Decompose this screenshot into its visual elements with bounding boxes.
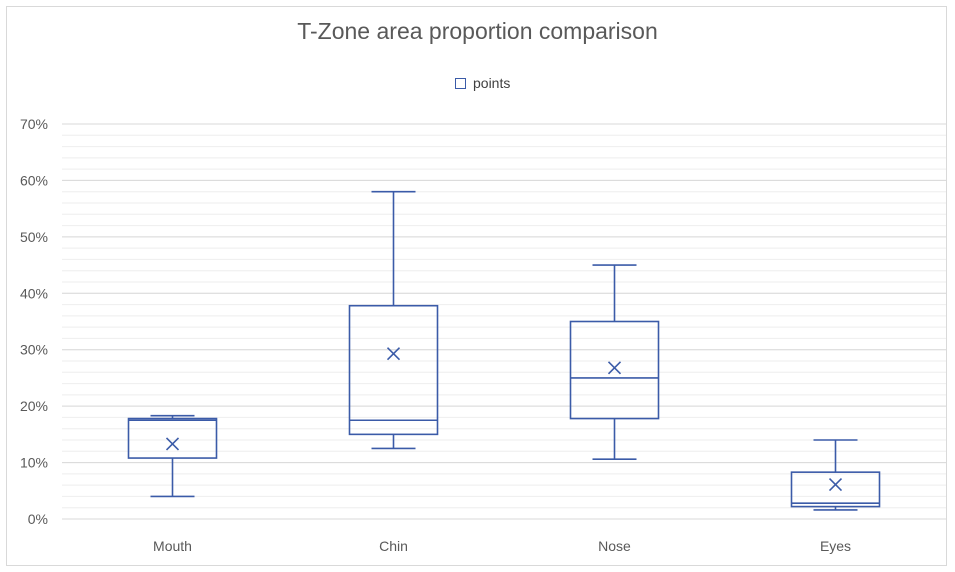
- y-tick-label: 50%: [20, 229, 48, 245]
- y-tick-label: 20%: [20, 398, 48, 414]
- chart-frame: [6, 6, 947, 566]
- y-tick-label: 40%: [20, 285, 48, 301]
- y-tick-label: 70%: [20, 116, 48, 132]
- y-tick-label: 10%: [20, 455, 48, 471]
- mean-marker: [386, 347, 401, 361]
- box-iqr: [790, 471, 881, 508]
- x-tick-label: Chin: [379, 538, 408, 554]
- y-tick-label: 60%: [20, 172, 48, 188]
- x-tick-label: Nose: [598, 538, 631, 554]
- y-tick-label: 30%: [20, 342, 48, 358]
- legend: points: [455, 73, 510, 93]
- x-tick-label: Eyes: [820, 538, 851, 554]
- mean-marker: [165, 437, 180, 451]
- chart-title: T-Zone area proportion comparison: [297, 18, 658, 44]
- box-iqr: [569, 320, 660, 420]
- legend-label: points: [473, 75, 511, 91]
- y-tick-label: 0%: [28, 511, 48, 527]
- legend-swatch: [455, 77, 466, 89]
- box-iqr: [348, 304, 439, 436]
- mean-marker: [828, 478, 843, 492]
- box-iqr: [127, 417, 218, 459]
- x-tick-label: Mouth: [153, 538, 192, 554]
- mean-marker: [607, 361, 622, 375]
